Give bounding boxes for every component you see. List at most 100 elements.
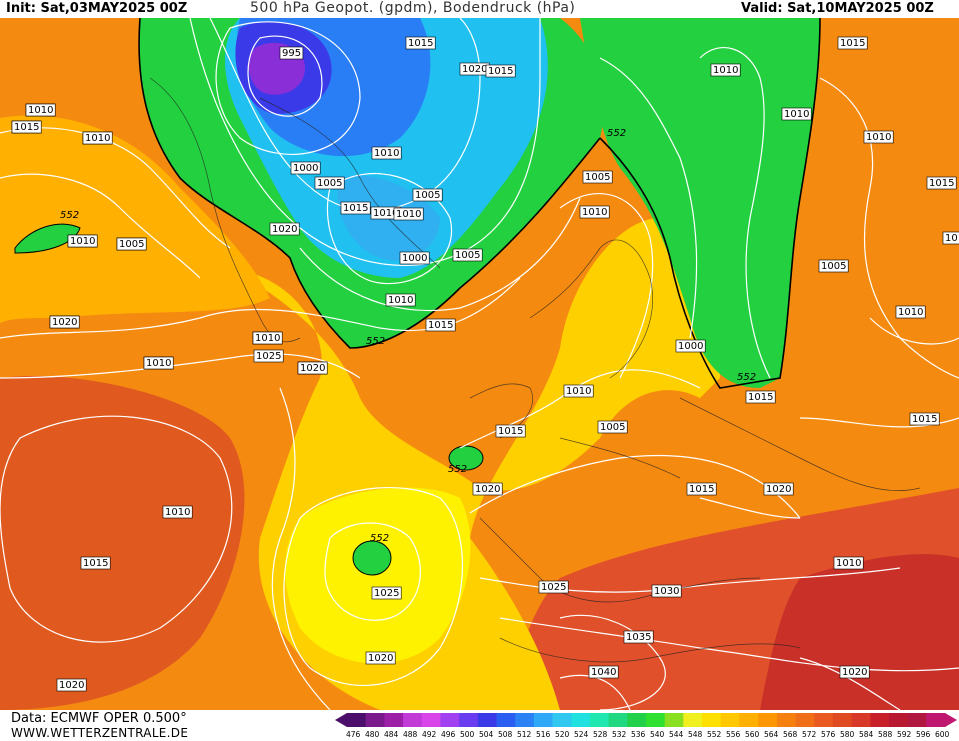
isobar-label: 1010 xyxy=(781,107,812,121)
svg-text:1010: 1010 xyxy=(165,507,190,518)
valid-time: Valid: Sat,10MAY2025 00Z xyxy=(741,1,934,16)
color-scale-ticks: 476 480 484 488 492 496 500 504 508 512 516 520 524 5… xyxy=(336,730,956,740)
scale-tick-label: 516 xyxy=(536,730,551,739)
isobar-label: 1010 xyxy=(25,103,56,117)
ridge-light-region xyxy=(285,487,471,664)
isobar-label: 1010 xyxy=(162,505,193,519)
scale-swatch xyxy=(552,713,572,727)
contour-552-east xyxy=(599,18,821,389)
svg-text:1010: 1010 xyxy=(146,358,171,369)
scale-swatch xyxy=(776,713,796,727)
scale-tick-label: 520 xyxy=(555,730,570,739)
svg-text:1010: 1010 xyxy=(866,132,891,143)
svg-text:1010: 1010 xyxy=(836,558,861,569)
svg-text:1010: 1010 xyxy=(70,236,95,247)
isobar-label: 1020 xyxy=(297,361,328,375)
svg-text:1015: 1015 xyxy=(14,122,39,133)
svg-text:1010: 1010 xyxy=(898,307,923,318)
scale-tick-label: 572 xyxy=(802,730,817,739)
isobar-label-layer: 1020101510201015102010101025102010251025… xyxy=(11,36,959,692)
svg-text:1005: 1005 xyxy=(415,190,440,201)
scale-swatch xyxy=(459,713,479,727)
svg-text:1020: 1020 xyxy=(52,317,77,328)
svg-text:1020: 1020 xyxy=(766,484,791,495)
scale-tick-label: 484 xyxy=(384,730,399,739)
scale-swatch xyxy=(384,713,404,727)
scale-tick-label: 496 xyxy=(441,730,456,739)
svg-text:1010: 1010 xyxy=(85,133,110,144)
scale-tick-label: 536 xyxy=(631,730,646,739)
scale-tick-label: 528 xyxy=(593,730,608,739)
scale-tick-label: 508 xyxy=(498,730,513,739)
scale-swatch xyxy=(608,713,628,727)
svg-text:1010: 1010 xyxy=(28,105,53,116)
svg-text:1020: 1020 xyxy=(300,363,325,374)
scale-tick-label: 488 xyxy=(403,730,418,739)
isobar-label: 1005 xyxy=(582,170,613,184)
scale-swatch xyxy=(664,713,684,727)
isobar-label: 1015 xyxy=(686,482,717,496)
svg-text:1005: 1005 xyxy=(821,261,846,272)
scale-tick-label: 588 xyxy=(878,730,893,739)
scale-arrow-left xyxy=(335,713,347,727)
isobar-label: 1015 xyxy=(745,390,776,404)
svg-text:1015: 1015 xyxy=(689,484,714,495)
isobar-label: 1015 xyxy=(909,412,940,426)
svg-text:1035: 1035 xyxy=(626,632,651,643)
isobar-label: 1025 xyxy=(253,349,284,363)
isobar-label: 1020 xyxy=(365,651,396,665)
isobar-label: 995 xyxy=(279,46,304,60)
isobar-label: 1015 xyxy=(495,424,526,438)
isobar-label: 1035 xyxy=(623,630,654,644)
svg-text:1030: 1030 xyxy=(654,586,679,597)
isobar-label: 1005 xyxy=(412,188,443,202)
isobar-label: 1010 xyxy=(252,331,283,345)
svg-text:1015: 1015 xyxy=(428,320,453,331)
scale-tick-label: 524 xyxy=(574,730,589,739)
svg-text:1015: 1015 xyxy=(408,38,433,49)
svg-text:1025: 1025 xyxy=(541,582,566,593)
scale-swatch xyxy=(851,713,871,727)
isobar-label: 1010 xyxy=(82,131,113,145)
scale-swatch xyxy=(870,713,890,727)
scale-tick-label: 596 xyxy=(916,730,931,739)
scale-swatch xyxy=(421,713,441,727)
header-bar: Init: Sat,03MAY2025 00Z 500 hPa Geopot. … xyxy=(0,0,959,18)
svg-text:1020: 1020 xyxy=(272,224,297,235)
svg-text:1010: 1010 xyxy=(713,65,738,76)
isobar-label: 1005 xyxy=(818,259,849,273)
data-source-label: Data: ECMWF OPER 0.500° xyxy=(11,711,187,726)
height-552-label-c: 552 xyxy=(737,372,756,383)
scale-tick-label: 512 xyxy=(517,730,532,739)
high-height-region-sw xyxy=(0,376,245,710)
svg-text:1000: 1000 xyxy=(293,163,318,174)
svg-text:1010: 1010 xyxy=(784,109,809,120)
svg-text:1020: 1020 xyxy=(462,64,487,75)
svg-text:1015: 1015 xyxy=(748,392,773,403)
chart-title: 500 hPa Geopot. (gpdm), Bodendruck (hPa) xyxy=(250,0,576,16)
isobar-label: 1025 xyxy=(538,580,569,594)
scale-tick-label: 552 xyxy=(707,730,722,739)
isobar-label: 1015 xyxy=(425,318,456,332)
isobar-label: 1020 xyxy=(763,482,794,496)
svg-text:1005: 1005 xyxy=(600,422,625,433)
svg-text:1015: 1015 xyxy=(929,178,954,189)
scale-swatch xyxy=(926,713,946,727)
height-552-label-b: 552 xyxy=(607,128,626,139)
isobar-label: 1010 xyxy=(143,356,174,370)
scale-swatch xyxy=(832,713,853,727)
svg-text:1020: 1020 xyxy=(368,653,393,664)
scale-tick-label: 492 xyxy=(422,730,437,739)
isobar-label: 1010 xyxy=(895,305,926,319)
svg-text:1005: 1005 xyxy=(119,239,144,250)
svg-text:1005: 1005 xyxy=(455,250,480,261)
isobar-label: 1000 xyxy=(290,161,321,175)
isobar-label: 1005 xyxy=(116,237,147,251)
isobar-label: 1010 xyxy=(371,146,402,160)
init-time: Init: Sat,03MAY2025 00Z xyxy=(6,1,188,16)
scale-tick-label: 480 xyxy=(365,730,380,739)
scale-tick-label: 504 xyxy=(479,730,494,739)
scale-tick-label: 540 xyxy=(650,730,665,739)
scale-swatch xyxy=(627,713,647,727)
isobar-label: 1020 xyxy=(839,665,870,679)
